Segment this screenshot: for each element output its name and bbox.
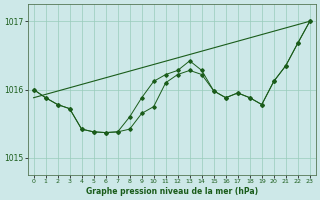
X-axis label: Graphe pression niveau de la mer (hPa): Graphe pression niveau de la mer (hPa) <box>86 187 258 196</box>
